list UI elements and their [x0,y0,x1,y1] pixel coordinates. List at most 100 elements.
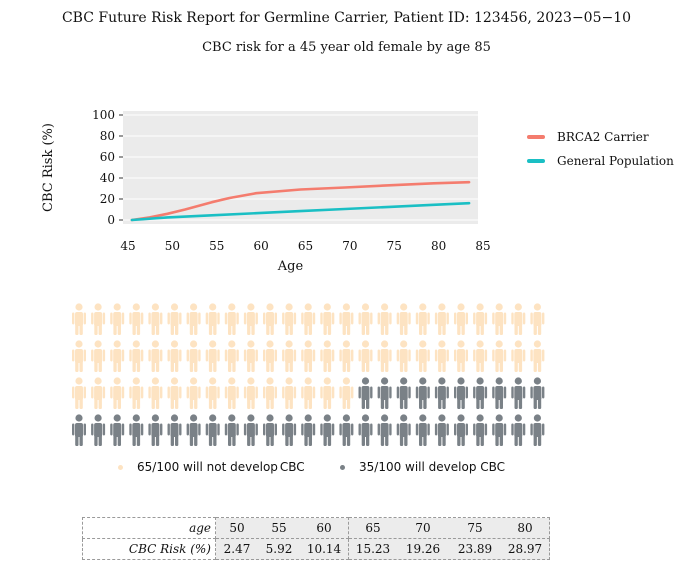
pictogram-legend-not-develop-suffix: CBC [279,460,305,474]
person-icon-develop [148,414,163,446]
person-icon-not-develop [530,340,545,372]
person-icon-not-develop [415,303,430,335]
person-icon-not-develop [205,377,220,409]
person-icon-not-develop [243,340,258,372]
person-icon-develop [263,414,277,446]
person-icon-develop [415,414,430,446]
pictogram-dot-not-develop [118,464,123,470]
person-icon-not-develop [454,303,468,335]
legend-swatch-brca2 [527,135,545,139]
person-icon-not-develop [339,377,354,409]
person-icon-develop [454,377,468,409]
table-group-2-ages: 65 70 75 80 [348,517,550,539]
person-icon-not-develop [224,303,239,335]
risk-table: age 50 55 60 65 70 75 80 CBC Risk (%) 2.47 5.9… [82,517,550,560]
person-icon-develop [377,377,392,409]
person-icon-not-develop [282,340,297,372]
person-icon-not-develop [263,303,277,335]
x-tick-label: 85 [475,239,490,253]
table-row-label-age: age [82,517,216,539]
person-icon-develop [492,414,507,446]
person-icon-not-develop [205,303,220,335]
person-icon-not-develop [434,340,449,372]
y-tick-label: 100 [92,108,115,122]
person-icon-not-develop [91,340,106,372]
risk-line-chart: 0 20 40 60 80 100 45 50 55 60 65 70 75 80 85 Age CBC Ris… [41,108,491,274]
y-tick-label: 40 [100,171,115,185]
table-cell-risk: 23.89 [457,542,493,556]
person-icon-not-develop [339,340,354,372]
x-tick-label: 75 [387,239,402,253]
legend-item-general: General Population [527,149,674,173]
person-icon-develop [320,414,335,446]
person-icon-not-develop [396,340,411,372]
person-icon-not-develop [473,303,488,335]
table-cell-risk: 2.47 [223,542,251,556]
person-icon-not-develop [72,303,86,335]
person-icon-develop [205,414,220,446]
person-icon-develop [415,377,430,409]
person-icon-not-develop [358,340,373,372]
person-icon-not-develop [320,340,335,372]
person-icon-develop [511,377,526,409]
table-cell-age: 75 [467,521,483,535]
person-icon-not-develop [396,303,411,335]
person-icon-not-develop [320,303,335,335]
table-row-label-risk: CBC Risk (%) [82,538,216,560]
legend-item-brca2: BRCA2 Carrier [527,125,674,149]
person-icon-develop [473,377,488,409]
table-cell-risk: 10.14 [306,542,342,556]
table-cell-age: 50 [229,521,245,535]
legend-label-brca2: BRCA2 Carrier [557,130,649,144]
x-tick-label: 65 [298,239,313,253]
pictogram-legend-not-develop-label: 65/100 will not develop [137,460,278,474]
person-icon-develop [186,414,201,446]
pictogram-legend-develop-label: 35/100 will develop CBC [359,460,506,474]
person-icon-not-develop [110,340,125,372]
table-cell-age: 60 [316,521,332,535]
table-cell-age: 65 [365,521,381,535]
person-icon-develop [301,414,316,446]
person-icon-develop [530,377,545,409]
person-icon-not-develop [282,377,297,409]
person-icon-not-develop [492,303,507,335]
series-line-brca2 [130,180,471,222]
person-icon-not-develop [377,340,392,372]
person-icon-not-develop [186,303,201,335]
person-icon-develop [434,377,449,409]
x-axis-label: Age [277,259,304,274]
table-group-1-ages: 50 55 60 [215,517,349,539]
x-tick-label: 80 [431,239,446,253]
x-tick-label: 45 [120,239,135,253]
table-group-2-risks: 15.23 19.26 23.89 28.97 [348,538,550,560]
person-icon-develop [473,414,488,446]
person-icon-develop [358,377,373,409]
person-icon-not-develop [91,303,106,335]
person-icon-not-develop [263,340,277,372]
person-icon-develop [511,414,526,446]
person-icon-not-develop [167,377,182,409]
person-icon-not-develop [511,340,526,372]
person-icon-develop [167,414,182,446]
person-icon-not-develop [301,303,316,335]
series-line-general [130,201,471,222]
person-icon-not-develop [454,340,468,372]
person-icon-not-develop [263,377,277,409]
x-tick-label: 60 [253,239,268,253]
person-icon-not-develop [148,303,163,335]
person-icon-develop [91,414,106,446]
table-cell-risk: 28.97 [507,542,543,556]
person-icon-not-develop [282,303,297,335]
legend-label-general: General Population [557,154,674,168]
table-cell-risk: 5.92 [265,542,293,556]
y-tick-label: 60 [100,150,115,164]
report-subtitle: CBC risk for a 45 year old female by age… [202,40,491,55]
person-icon-not-develop [129,377,144,409]
chart-legend: BRCA2 Carrier General Population [527,125,674,173]
table-cell-age: 70 [415,521,431,535]
legend-swatch-general [527,159,545,163]
person-icon-not-develop [243,377,258,409]
person-icon-develop [492,377,507,409]
table-cell-risk: 19.26 [405,542,441,556]
person-icon-develop [396,414,411,446]
